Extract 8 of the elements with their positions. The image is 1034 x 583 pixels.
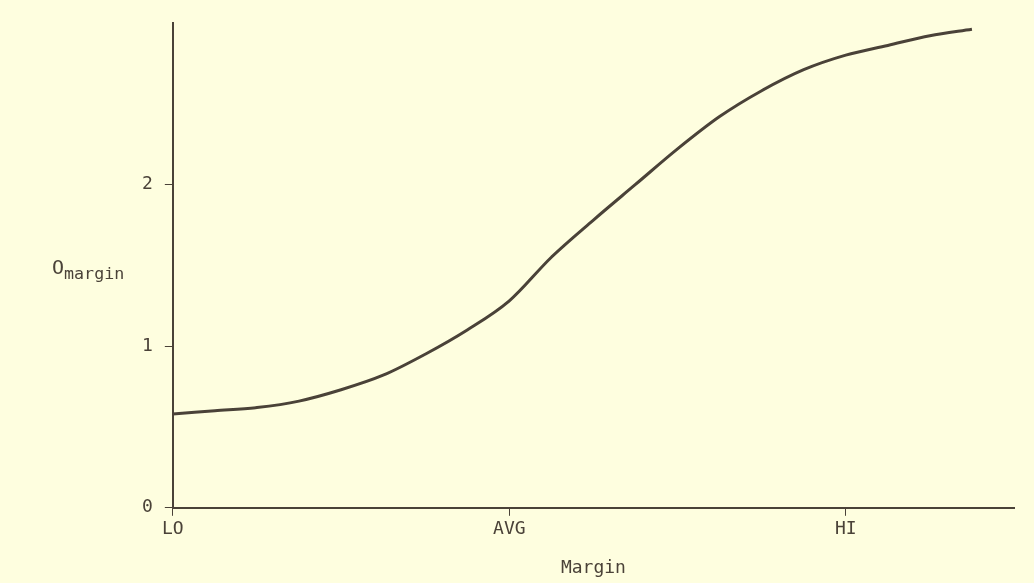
y-tick-label: 2 <box>141 172 153 194</box>
y-axis-title: O$_{margin}$ <box>52 255 125 283</box>
x-axis-title: Margin <box>560 555 626 577</box>
y-tick-label: 0 <box>141 495 153 517</box>
y-tick-label: 1 <box>141 333 153 355</box>
x-tick-label: HI <box>834 517 857 539</box>
x-tick-label: LO <box>161 517 184 539</box>
x-tick-label: AVG <box>493 517 526 539</box>
